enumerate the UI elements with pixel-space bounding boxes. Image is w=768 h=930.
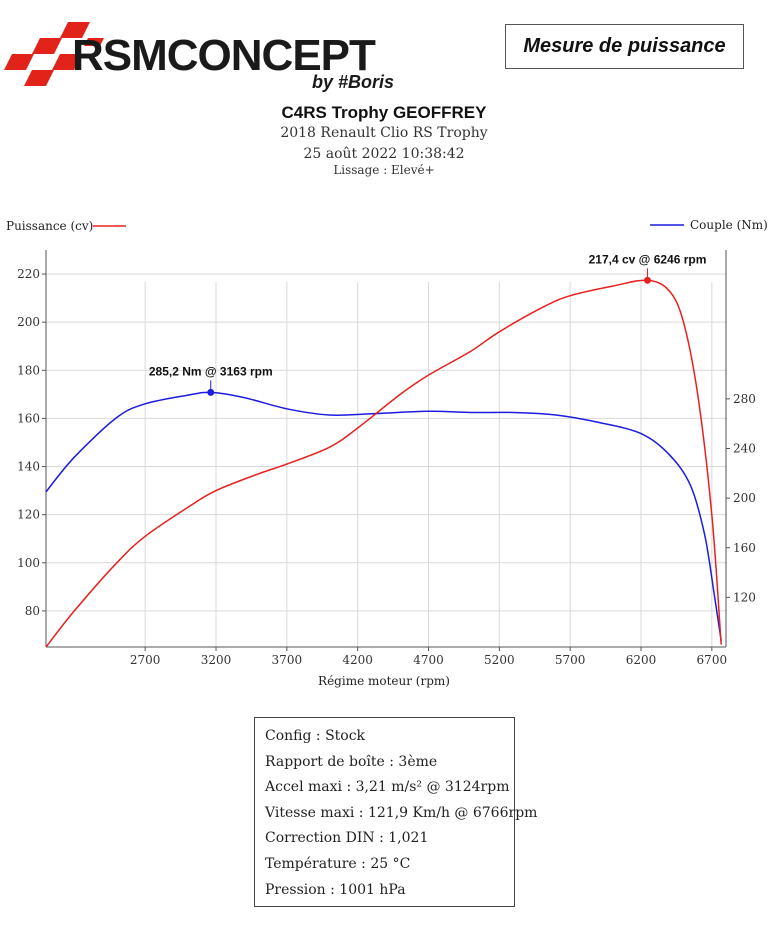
info-line: Pression : 1001 hPa [265,881,406,898]
power-peak-label: 217,4 cv @ 6246 rpm [589,252,707,266]
x-tick-label: 3200 [201,653,232,667]
brand-name: RSMCONCEPT [72,31,376,80]
measure-badge: Mesure de puissance [505,24,744,69]
torque-peak-point [207,388,215,396]
y-right-tick-label: 160 [733,541,756,555]
x-tick-label: 6700 [697,653,728,667]
torque-legend-label: Couple (Nm) [690,218,768,232]
y-left-tick-label: 180 [17,363,40,377]
x-tick-label: 2700 [130,653,161,667]
y-right-tick-label: 240 [733,442,756,456]
run-date: 25 août 2022 10:38:42 [303,146,465,162]
dyno-chart: 2700 3200 3700 4200 4700 5200 5700 6200 6700 80 10… [6,218,768,688]
info-line: Rapport de boîte : 3ème [265,753,438,770]
x-axis-title: Régime moteur (rpm) [318,674,450,688]
y-left-tick-label: 160 [17,411,40,425]
y-left-tick-label: 120 [17,508,40,522]
run-title: C4RS Trophy GEOFFREY [281,103,487,122]
info-line: Correction DIN : 1,021 [265,830,429,847]
y-right-tick-label: 280 [733,392,756,406]
info-line: Température : 25 °C [265,855,411,872]
brand-subtitle: by #Boris [312,72,395,92]
info-line: Vitesse maxi : 121,9 Km/h @ 6766rpm [265,804,538,821]
y-left-tick-label: 140 [17,460,40,474]
x-tick-label: 4700 [413,653,444,667]
torque-series-line [45,391,722,641]
power-series-line [45,279,722,648]
brand-logo: RSMCONCEPT by #Boris [4,10,414,100]
y-left-tick-label: 100 [17,556,40,570]
x-tick-label: 4200 [342,653,373,667]
y-left-tick-label: 200 [17,315,40,329]
car-model: 2018 Renault Clio RS Trophy [280,125,488,141]
y-right-tick-label: 120 [733,590,756,604]
x-tick-label: 5700 [555,653,586,667]
smoothing-label: Lissage : Elevé+ [333,163,435,177]
x-tick-label: 3700 [272,653,303,667]
y-left-tick-label: 80 [25,604,40,618]
torque-peak-label: 285,2 Nm @ 3163 rpm [149,364,273,378]
info-line: Config : Stock [265,728,366,744]
y-left-tick-label: 220 [17,267,40,281]
info-line: Accel maxi : 3,21 m/s² @ 3124rpm [265,779,510,796]
power-peak-point [644,276,652,284]
x-tick-label: 6200 [626,653,657,667]
y-right-tick-label: 200 [733,491,756,505]
power-legend-label: Puissance (cv) [6,219,93,233]
checkered-flag-icon [4,22,104,86]
x-tick-label: 5200 [484,653,515,667]
run-info-box: Config : Stock Rapport de boîte : 3ème Acc… [254,717,538,907]
